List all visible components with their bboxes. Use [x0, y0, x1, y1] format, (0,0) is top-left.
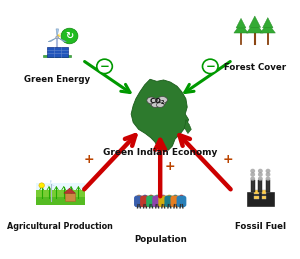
Circle shape [142, 195, 148, 199]
Text: Agricultural Production: Agricultural Production [7, 222, 113, 231]
FancyBboxPatch shape [140, 196, 150, 207]
Circle shape [148, 195, 154, 199]
Circle shape [266, 169, 271, 173]
Polygon shape [184, 120, 191, 134]
Circle shape [250, 172, 255, 177]
FancyBboxPatch shape [258, 180, 262, 192]
FancyBboxPatch shape [254, 190, 259, 194]
FancyBboxPatch shape [44, 55, 71, 57]
Circle shape [136, 195, 142, 199]
Polygon shape [35, 190, 85, 197]
Circle shape [258, 176, 263, 181]
Text: −: − [100, 60, 110, 73]
Text: +: + [84, 153, 94, 166]
Ellipse shape [151, 103, 159, 107]
Text: $\bf{CO_2}$: $\bf{CO_2}$ [149, 97, 166, 107]
Text: +: + [165, 160, 175, 173]
Polygon shape [236, 18, 246, 28]
Circle shape [173, 195, 178, 199]
FancyBboxPatch shape [64, 193, 75, 201]
Polygon shape [51, 184, 55, 186]
Polygon shape [246, 22, 263, 33]
Text: Fossil Fuel: Fossil Fuel [235, 222, 286, 231]
Polygon shape [47, 184, 51, 186]
FancyBboxPatch shape [46, 47, 68, 56]
Circle shape [250, 176, 255, 181]
Polygon shape [131, 79, 189, 152]
Polygon shape [260, 23, 275, 33]
FancyBboxPatch shape [134, 196, 144, 207]
Text: ↻: ↻ [65, 31, 74, 41]
FancyBboxPatch shape [250, 180, 255, 192]
Polygon shape [64, 188, 75, 193]
FancyBboxPatch shape [146, 196, 156, 207]
FancyBboxPatch shape [254, 196, 259, 199]
Circle shape [61, 28, 78, 44]
FancyBboxPatch shape [247, 192, 274, 206]
Circle shape [39, 183, 44, 188]
FancyBboxPatch shape [158, 196, 168, 207]
Circle shape [56, 36, 59, 39]
Text: Forest Cover: Forest Cover [224, 62, 286, 71]
Circle shape [179, 195, 184, 199]
Circle shape [97, 59, 112, 74]
Text: +: + [223, 153, 234, 166]
FancyBboxPatch shape [152, 196, 162, 207]
FancyBboxPatch shape [262, 190, 266, 194]
Polygon shape [249, 16, 261, 27]
Circle shape [258, 169, 263, 173]
FancyBboxPatch shape [170, 196, 180, 207]
Ellipse shape [158, 97, 167, 103]
Circle shape [266, 176, 271, 181]
Circle shape [167, 195, 172, 199]
Polygon shape [48, 37, 57, 42]
Ellipse shape [147, 97, 156, 104]
Circle shape [202, 59, 218, 74]
Ellipse shape [149, 98, 166, 106]
Circle shape [266, 172, 271, 177]
Polygon shape [56, 29, 58, 37]
FancyBboxPatch shape [177, 196, 186, 207]
Circle shape [250, 169, 255, 173]
Circle shape [161, 195, 166, 199]
Polygon shape [262, 18, 273, 28]
FancyBboxPatch shape [164, 196, 174, 207]
Polygon shape [57, 37, 66, 42]
Circle shape [258, 172, 263, 177]
Polygon shape [234, 23, 248, 33]
Text: Green Energy: Green Energy [24, 75, 90, 84]
Ellipse shape [156, 103, 164, 107]
FancyBboxPatch shape [35, 183, 85, 205]
FancyBboxPatch shape [266, 180, 270, 192]
Polygon shape [50, 181, 52, 184]
Polygon shape [35, 195, 85, 205]
Text: Population: Population [134, 235, 187, 244]
Circle shape [154, 195, 160, 199]
Text: −: − [205, 60, 215, 73]
Text: Green Indian Economy: Green Indian Economy [103, 148, 218, 156]
Text: ⚡: ⚡ [55, 31, 61, 40]
FancyBboxPatch shape [262, 196, 266, 199]
